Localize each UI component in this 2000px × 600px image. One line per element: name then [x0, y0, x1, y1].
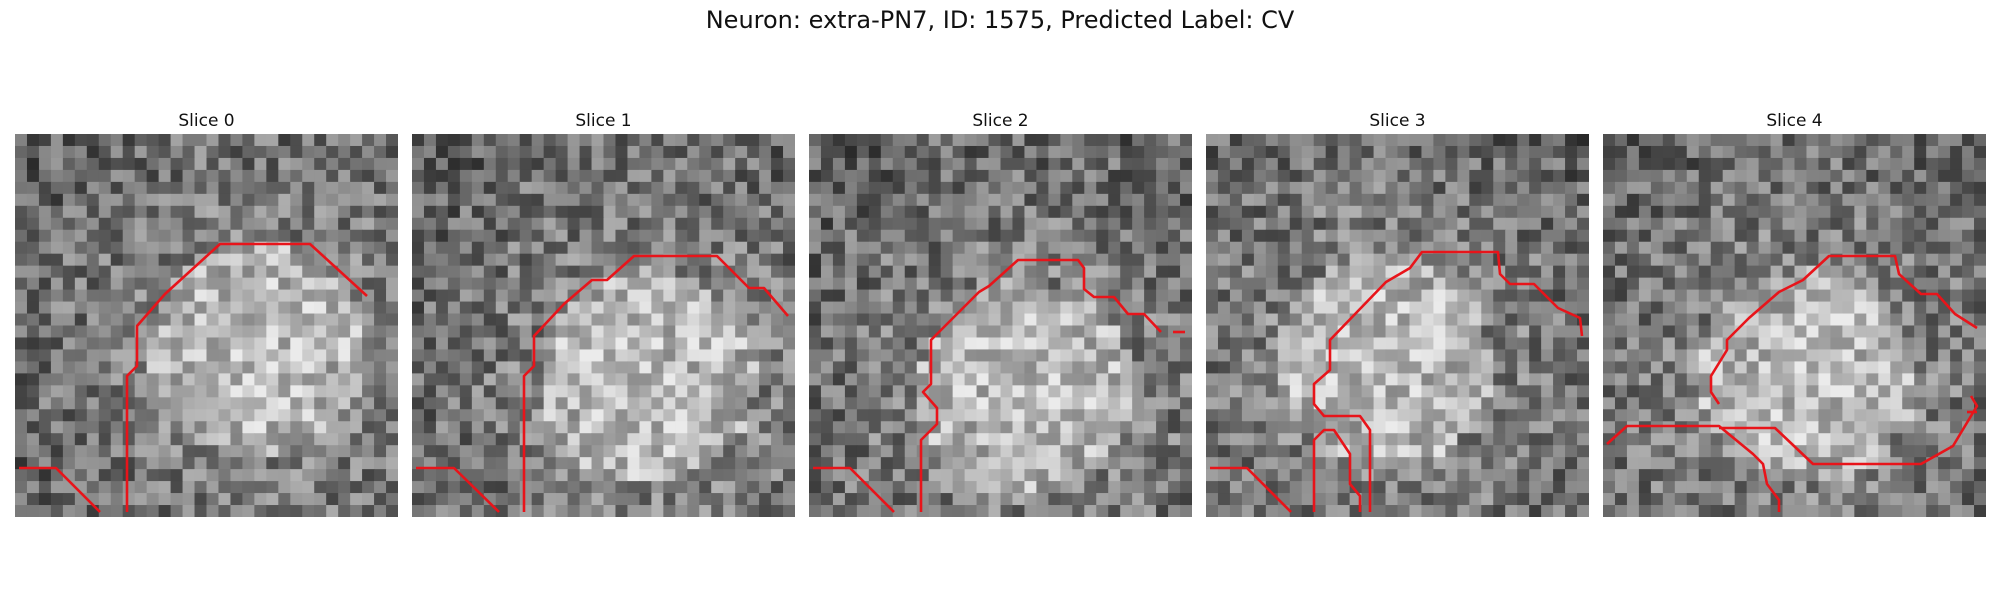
slice-panel-3: Slice 3 [1206, 110, 1589, 517]
slice-title-4: Slice 4 [1766, 111, 1823, 131]
slice-title-0: Slice 0 [178, 111, 235, 131]
contour-line-3 [1841, 395, 1979, 466]
slice-panel-4: Slice 4 [1603, 110, 1986, 517]
contour-line-0 [813, 466, 895, 513]
contour-line-1 [919, 258, 1162, 512]
contour-line-1 [1709, 254, 1978, 405]
slice-title-2: Slice 2 [972, 111, 1029, 131]
contour-line-2 [1312, 250, 1584, 512]
slice-image-2 [809, 134, 1192, 517]
slice-image-0 [15, 134, 398, 517]
slice-title-3: Slice 3 [1369, 111, 1426, 131]
slice-image-1 [412, 134, 795, 517]
slice-panel-0: Slice 0 [15, 110, 398, 517]
contour-line-0 [19, 466, 101, 513]
slice-image-3 [1206, 134, 1589, 517]
pixel-grid [1206, 134, 1589, 517]
slice-panel-1: Slice 1 [412, 110, 795, 517]
slice-image-4 [1603, 134, 1986, 517]
contour-line-1 [522, 254, 789, 512]
slice-title-1: Slice 1 [575, 111, 632, 131]
pixel-grid [15, 134, 398, 517]
pixel-grid [1603, 134, 1986, 517]
contour-line-1 [1312, 428, 1362, 512]
figure-title: Neuron: extra-PN7, ID: 1575, Predicted L… [705, 6, 1295, 34]
pixel-grid [809, 134, 1192, 517]
contour-line-1 [125, 242, 368, 512]
contour-line-0 [416, 466, 500, 513]
contour-line-0 [1210, 466, 1292, 513]
slice-panel-2: Slice 2 [809, 110, 1192, 517]
contour-line-2 [1719, 426, 1841, 466]
pixel-grid [412, 134, 795, 517]
contour-line-0 [1606, 424, 1781, 512]
